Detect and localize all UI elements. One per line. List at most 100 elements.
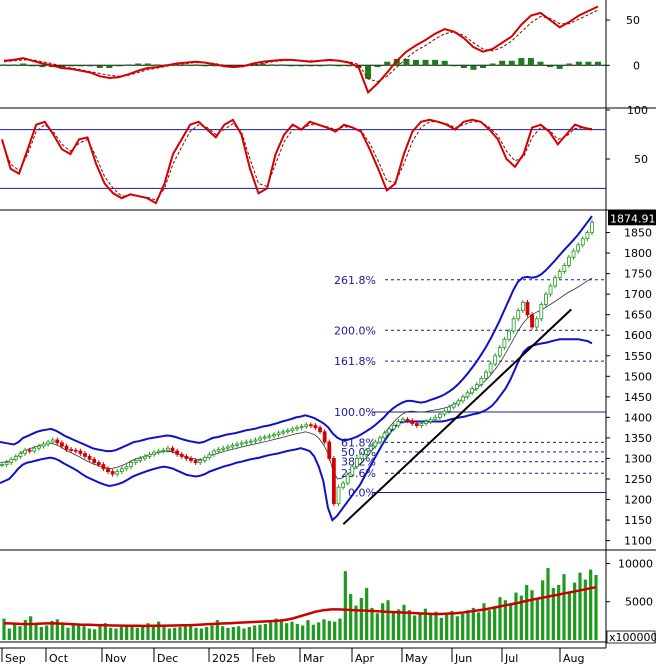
price-y-tick-label: 1800 — [624, 247, 652, 260]
candle-body — [262, 436, 267, 439]
candle-body — [41, 443, 46, 447]
macd-histogram-bar — [10, 64, 17, 66]
support-trendline — [342, 308, 572, 525]
volume-bar — [429, 613, 433, 640]
volume-bar — [71, 624, 75, 640]
macd-histogram-bar — [403, 58, 410, 66]
volume-bar — [23, 620, 27, 640]
macd-histogram-bar — [125, 64, 132, 66]
macd-histogram-bar — [537, 61, 544, 66]
volume-bar — [226, 627, 230, 640]
candle-body — [424, 421, 428, 424]
volume-bar — [157, 621, 161, 640]
price-y-tick-label: 1100 — [624, 535, 652, 548]
volume-bar — [311, 624, 315, 640]
volume-bar — [487, 610, 491, 640]
candle-body — [249, 440, 253, 443]
candle-body — [488, 363, 493, 373]
x-axis-tick-label: 2025 — [212, 652, 240, 665]
price-y-tick-label: 1200 — [624, 494, 652, 507]
macd-y-tick-label: 50 — [626, 14, 640, 27]
macd-histogram-bar — [547, 65, 554, 68]
candle-body — [78, 450, 83, 454]
volume-bar — [583, 579, 587, 640]
volume-bar — [114, 628, 118, 640]
volume-bar — [386, 600, 390, 640]
candle-body — [18, 453, 23, 457]
volume-bar — [381, 603, 385, 640]
x-axis-tick-label: Aug — [563, 652, 584, 665]
volume-bar — [258, 624, 262, 640]
candle-body — [447, 406, 452, 412]
macd-histogram-bar — [202, 65, 209, 67]
price-y-tick-label: 1150 — [624, 514, 652, 527]
candle-body — [585, 232, 590, 240]
volume-bar — [183, 625, 187, 640]
candle-body — [276, 432, 281, 436]
candle-body — [350, 466, 355, 476]
stochastic-y-tick-label: 100 — [627, 104, 648, 117]
candle-body — [405, 419, 410, 422]
macd-histogram-bar — [412, 59, 419, 66]
volume-bar — [317, 622, 321, 640]
volume-bar — [34, 624, 38, 640]
volume-bar — [477, 612, 481, 640]
volume-bar — [541, 580, 545, 640]
x-axis-tick-label: Apr — [355, 652, 375, 665]
candle-body — [451, 403, 456, 408]
candle-body — [322, 431, 327, 443]
volume-y-tick-label: 10000 — [618, 557, 653, 570]
last-price-label: 1874.910 — [610, 212, 656, 225]
volume-bar — [61, 622, 65, 640]
macd-histogram-bar — [345, 65, 352, 67]
candle-body — [142, 456, 147, 459]
volume-bar — [322, 619, 326, 640]
fibonacci-level-label: 0.0% — [348, 487, 376, 500]
candle-body — [474, 384, 479, 390]
macd-histogram-bar — [154, 64, 161, 66]
volume-bar — [7, 628, 11, 640]
candle-body — [166, 447, 170, 451]
candle-body — [331, 458, 336, 505]
macd-histogram-bar — [183, 64, 190, 66]
candle-body — [497, 347, 502, 357]
volume-bar — [445, 614, 449, 640]
macd-histogram-bar — [278, 64, 285, 66]
volume-bar — [359, 597, 363, 640]
last-price-tag — [608, 210, 656, 226]
volume-bar — [29, 616, 33, 640]
stochastic-y-tick-label: 50 — [634, 153, 648, 166]
macd-histogram-bar — [298, 65, 304, 67]
volume-bar — [546, 568, 550, 640]
candle-body — [32, 447, 37, 452]
candle-body — [83, 453, 87, 457]
candle-body — [202, 457, 207, 461]
volume-bar — [434, 611, 438, 640]
volume-bar — [119, 626, 123, 640]
candle-body — [36, 445, 41, 449]
volume-bar — [215, 620, 219, 640]
candle-body — [557, 271, 562, 279]
volume-bar — [365, 587, 369, 640]
volume-bar — [77, 623, 81, 640]
x-axis-tick-label: May — [405, 652, 428, 665]
volume-bar — [205, 626, 209, 640]
candle-body — [355, 458, 359, 468]
volume-unit-box — [606, 630, 656, 644]
candle-body — [525, 301, 530, 316]
volume-bar — [269, 622, 273, 640]
volume-bar — [231, 626, 235, 640]
macd-histogram-bar — [20, 63, 27, 66]
candle-body — [544, 293, 548, 305]
candle-body — [576, 244, 581, 252]
macd-histogram-bar — [269, 64, 276, 66]
macd-histogram-bar — [527, 58, 534, 66]
volume-bar — [418, 612, 422, 640]
volume-bar — [295, 623, 299, 640]
candle-body — [23, 449, 27, 454]
volume-bar — [370, 607, 374, 640]
volume-bar — [66, 627, 70, 640]
volume-bar — [221, 626, 225, 640]
macd-histogram-bar — [518, 58, 525, 66]
bollinger-lower-band — [0, 338, 593, 522]
